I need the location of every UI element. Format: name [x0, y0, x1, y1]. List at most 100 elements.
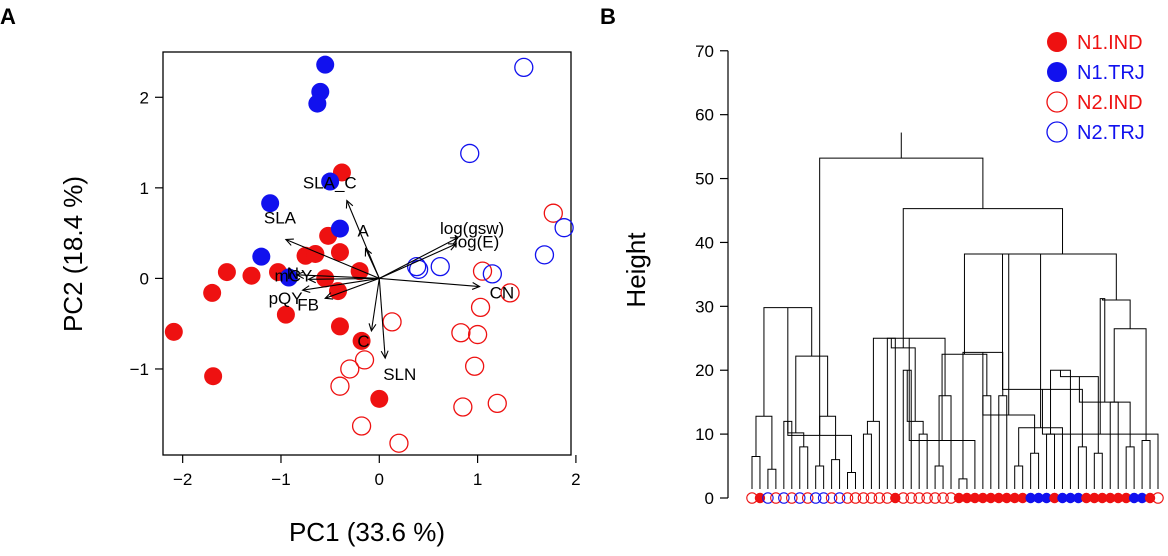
- leaf-marker-n1-ind: [1049, 492, 1060, 504]
- data-point-n1-trj: [316, 55, 335, 74]
- loading-label: mCY: [275, 266, 313, 285]
- legend-label: N1.TRJ: [1077, 62, 1145, 84]
- x-tick-label: 0: [375, 470, 384, 489]
- leaf-marker-n1-ind: [985, 492, 997, 504]
- dendrogram-branch: [819, 415, 837, 467]
- y-tick-label: 1: [140, 179, 149, 198]
- leaf-marker-n2-ind: [770, 492, 782, 504]
- pca-x-axis-title: PC1 (33.6 %): [289, 517, 445, 547]
- data-point-n1-trj: [321, 172, 340, 191]
- leaf-marker-n2-ind: [929, 492, 941, 504]
- dendrogram-branch: [799, 446, 809, 489]
- data-point-n1-trj: [308, 94, 327, 113]
- dendrogram-branch: [1099, 298, 1106, 435]
- leaf-marker-n2-ind: [786, 492, 798, 504]
- pca-y-axis: −1 0 1 2: [130, 88, 163, 379]
- loading-arrow-head: [284, 238, 294, 246]
- leaf-marker-n2-trj: [794, 492, 806, 504]
- data-point-n2-ind: [451, 323, 471, 343]
- leaf-marker-n1-trj: [1033, 492, 1044, 504]
- dendrogram-branch: [866, 420, 880, 489]
- loading-arrow-shaft: [325, 277, 380, 299]
- data-point-n2-ind: [465, 356, 485, 376]
- leaf-marker-n1-ind: [953, 492, 965, 504]
- panel-a-label: A: [0, 4, 16, 29]
- leaf-marker-n1-ind: [1120, 492, 1132, 504]
- leaf-marker-n1-ind: [1112, 492, 1124, 504]
- data-point-n1-ind: [242, 266, 261, 285]
- loading-arrow-shaft: [365, 248, 380, 279]
- leaf-marker-n1-trj: [1136, 492, 1148, 504]
- data-point-n1-trj: [279, 268, 298, 287]
- data-point-n2-ind: [467, 324, 488, 345]
- leaf-marker-n1-ind: [1089, 492, 1100, 504]
- pca-plot-frame: [162, 51, 572, 456]
- data-point-n1-ind: [352, 331, 371, 350]
- dendrogram-branch: [998, 395, 1008, 489]
- loading-label: A: [358, 222, 370, 241]
- dendrogram-branch: [1018, 427, 1063, 489]
- leaf-marker-n2-ind: [857, 492, 870, 504]
- dendrogram-branch: [1125, 446, 1135, 489]
- y-tick-label: −1: [130, 360, 149, 379]
- leaf-marker-n2-ind: [825, 492, 838, 504]
- leaf-marker-n2-trj: [817, 492, 830, 504]
- loading-arrow-shaft: [379, 237, 459, 279]
- data-point-n2-trj: [534, 245, 555, 265]
- leaf-marker-n2-ind: [897, 492, 910, 504]
- data-point-n2-ind: [470, 297, 491, 318]
- loading-arrow-shaft: [370, 278, 380, 332]
- x-tick-label: 1: [473, 470, 482, 489]
- dendrogram-branch: [982, 395, 992, 489]
- leaf-marker-n1-ind: [1105, 492, 1116, 504]
- leaf-marker-n2-ind: [913, 492, 925, 504]
- loading-label: log(gsw): [440, 219, 504, 238]
- data-point-n2-ind: [543, 203, 563, 223]
- data-point-n2-trj: [460, 143, 480, 164]
- leaf-marker-n2-trj: [809, 492, 822, 504]
- data-point-n1-ind: [203, 283, 222, 302]
- data-point-n1-ind: [276, 305, 295, 324]
- leaf-marker-n1-ind: [754, 492, 766, 504]
- data-point-n1-ind: [370, 389, 389, 408]
- leaf-marker-n2-trj: [762, 492, 774, 504]
- loading-arrow-head: [301, 285, 311, 294]
- dendrogram-branch: [1093, 452, 1103, 489]
- dendrogram-branch: [751, 455, 761, 489]
- leaf-marker-n1-trj: [1128, 492, 1140, 504]
- dendrogram-y-axis: 0 10 20 30 40 50 60 70: [695, 42, 729, 508]
- loading-label: log(E): [454, 233, 499, 252]
- leaf-marker-n1-ind: [1144, 492, 1156, 504]
- data-point-n2-ind: [340, 359, 360, 379]
- leaf-marker-n2-ind: [1152, 492, 1164, 504]
- legend-label: N2.TRJ: [1077, 122, 1145, 144]
- leaf-marker-n2-trj: [778, 492, 790, 504]
- leaf-marker-n1-ind: [961, 492, 973, 504]
- leaf-marker-n1-trj: [1025, 492, 1036, 504]
- loading-label: SLA_C: [303, 174, 357, 193]
- y-tick-label: 50: [695, 170, 714, 189]
- x-tick-label: −2: [173, 470, 192, 489]
- data-point-n2-trj: [430, 256, 450, 277]
- leaf-marker-n1-ind: [1017, 492, 1028, 504]
- data-point-n2-trj: [482, 264, 502, 284]
- leaf-marker-n2-trj: [833, 492, 846, 504]
- leaf-marker-n2-ind: [905, 492, 917, 504]
- loading-arrow-head: [368, 323, 377, 333]
- dendrogram-branch: [1077, 446, 1087, 489]
- loading-label: SLA: [264, 208, 297, 227]
- dendrogram-branch: [886, 337, 896, 489]
- dendrogram-branches: [751, 132, 1159, 489]
- loading-arrow-shaft: [379, 243, 457, 279]
- y-tick-label: 30: [695, 297, 714, 316]
- leaf-marker-n1-ind: [993, 492, 1004, 504]
- loading-arrow-head: [307, 275, 316, 284]
- dendrogram-branch: [902, 208, 1064, 348]
- dendrogram-y-axis-title: Height: [621, 232, 651, 308]
- data-point-n2-ind: [351, 416, 372, 436]
- data-point-n1-trj: [252, 247, 271, 266]
- panel-b-label: B: [600, 4, 616, 29]
- data-point-n1-trj: [261, 194, 280, 213]
- loading-arrow-shaft: [308, 277, 380, 280]
